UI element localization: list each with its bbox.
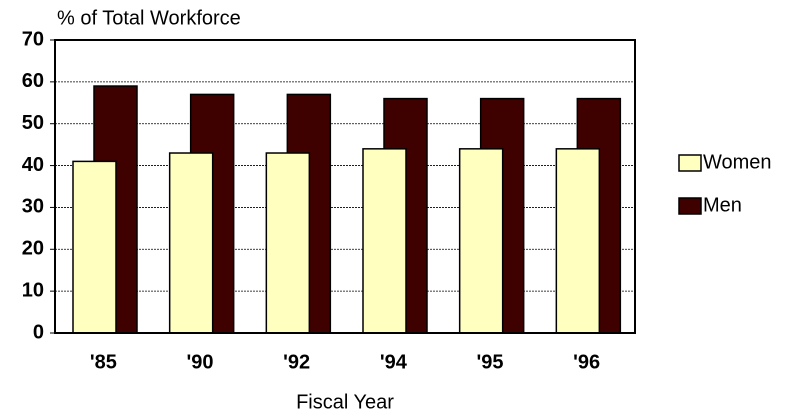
y-tick-label: 0: [33, 321, 44, 343]
plot-frame: [54, 39, 636, 334]
x-tick-label: '92: [283, 351, 310, 373]
legend-label: Women: [703, 151, 772, 173]
x-tick-label: '95: [476, 351, 503, 373]
y-axis-label: % of Total Workforce: [57, 7, 241, 29]
bar: [362, 148, 407, 334]
x-axis-label: Fiscal Year: [296, 391, 394, 413]
y-tick-label: 40: [22, 154, 44, 176]
legend-swatch: [678, 154, 702, 172]
x-tick-label: '96: [573, 351, 600, 373]
y-tick-label: 10: [22, 279, 44, 301]
y-tick-label: 30: [22, 196, 44, 218]
y-tick-label: 50: [22, 112, 44, 134]
bar: [458, 148, 504, 334]
x-tick-label: '94: [380, 351, 408, 373]
bar: [168, 152, 214, 334]
x-tick-label: '90: [186, 351, 213, 373]
bar: [555, 148, 601, 334]
legend-swatch: [678, 197, 702, 215]
bar: [72, 160, 117, 334]
x-tick-label: '85: [90, 351, 117, 373]
y-tick-label: 70: [22, 28, 44, 50]
legend-label: Men: [703, 194, 742, 216]
bar: [265, 152, 311, 334]
y-tick-label: 60: [22, 70, 44, 92]
y-tick-label: 20: [22, 238, 44, 260]
